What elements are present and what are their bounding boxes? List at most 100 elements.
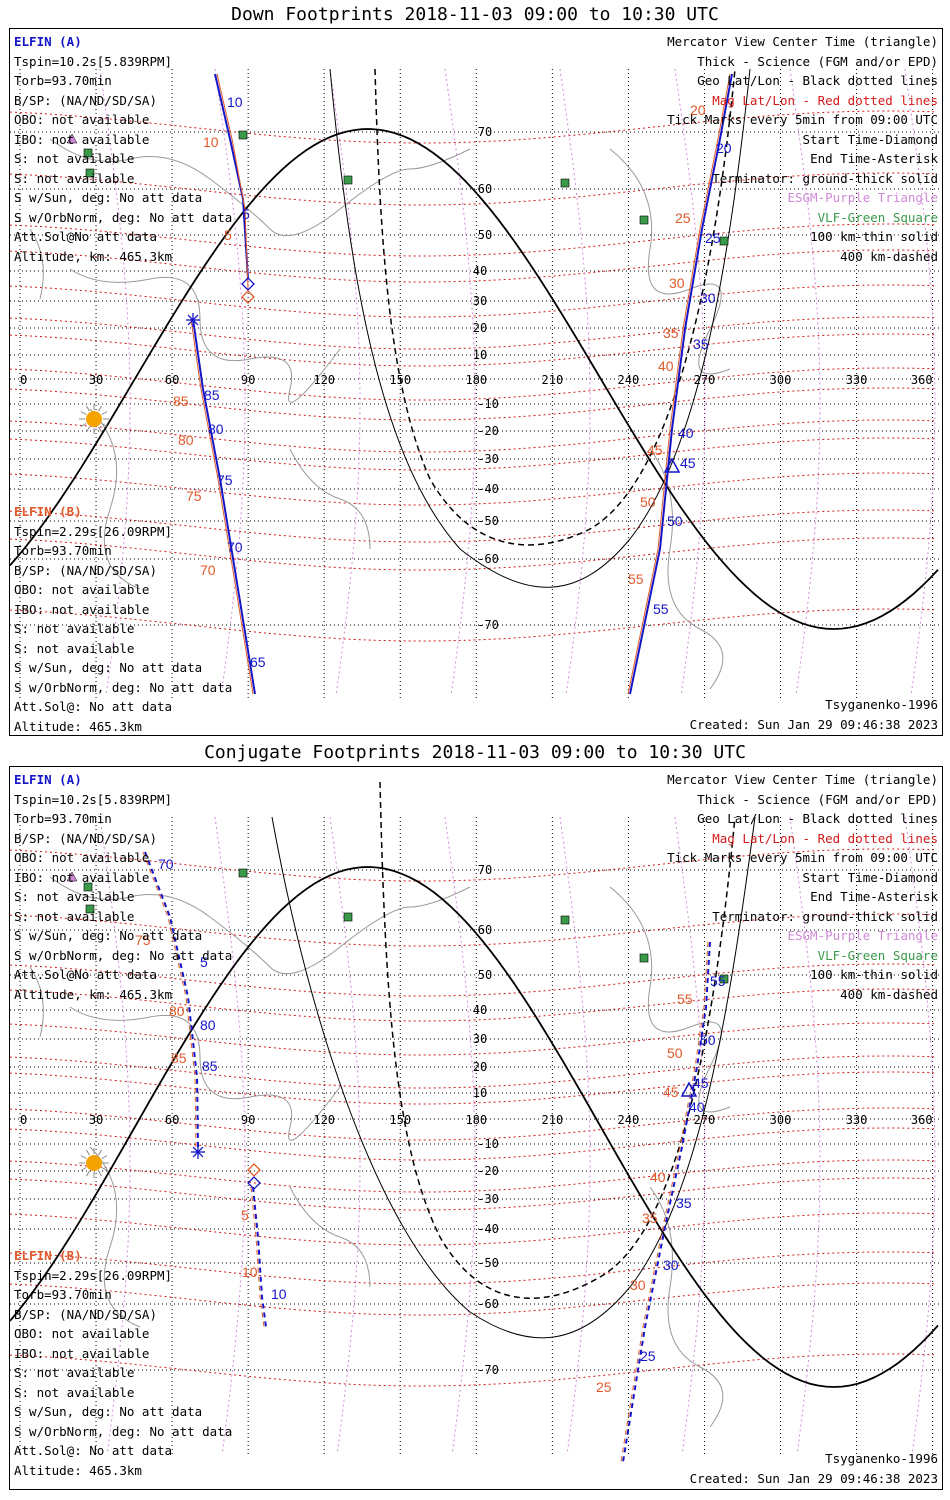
info-line: S: not available [14,151,135,166]
track-tick-label: 5 [241,1207,249,1223]
track-tick-label: 20 [690,102,706,118]
info-line: S: not available [14,170,135,186]
lat-label: 40 [473,1003,487,1017]
elfin-a-track-3 [622,941,711,1463]
info-line: B/SP: (NA/ND/SD/SA) [14,830,157,846]
mag-lat-line [10,419,935,453]
lon-label: 330 [846,1113,868,1127]
lat-label: -60 [477,1297,499,1311]
info-line: OBO: not available [14,1326,150,1341]
info-line: IBO: not available [14,1345,150,1361]
created-label: Created: Sun Jan 29 09:46:38 2023 [689,716,938,732]
info-line: Tspin=2.29s[26.09RPM] [14,1267,173,1283]
vlf-station-marker [85,168,95,178]
terminator-400km [379,781,736,1299]
info-line: OBO: not available [14,850,150,865]
track-tick-label: 40 [689,1099,705,1115]
info-line: S w/Sun, deg: No att data [14,190,203,205]
created-label: Created: Sun Jan 29 09:46:38 2023 [689,1470,938,1486]
lon-label: 60 [165,373,179,387]
elfin-a-track-3 [629,73,733,695]
track-tick-label: 30 [630,1277,646,1293]
mag-lon-line [214,816,246,1454]
end-time-asterisk [187,314,199,326]
lat-label: 10 [473,348,487,362]
lon-label: 30 [89,1113,103,1127]
lon-label: 210 [542,373,564,387]
lon-label: 240 [618,1113,640,1127]
elfin-b-header: ELFIN (B) [14,1248,82,1263]
esgm-marker [66,871,78,882]
info-line: IBO: not available [14,131,150,147]
track-tick-label: 5 [242,206,250,222]
track-tick-label: 50 [700,1032,716,1048]
track-tick-label: 55 [677,991,693,1007]
info-line: S w/Sun, deg: No att data [14,660,203,675]
info-line: Att.Sol@: No att data [14,699,173,714]
sun-icon [86,1155,102,1171]
mag-lon-line [559,68,591,694]
start-time-diamond [241,277,255,291]
panel-title-conjugate: Conjugate Footprints 2018-11-03 09:00 to… [204,742,746,763]
legend-line: 400 km-dashed [840,986,938,1002]
info-line: B/SP: (NA/ND/SD/SA) [14,562,157,578]
lon-label: 0 [20,1113,27,1127]
track-tick-label: 25 [640,1348,656,1364]
lon-label: 150 [389,1113,411,1127]
start-time-diamond [247,1176,261,1190]
lat-label: -40 [477,1222,499,1236]
sun-ray [98,1149,102,1156]
sun-ray [80,411,87,415]
info-line: S w/OrbNorm, deg: No att data [14,679,233,695]
mag-lon-line [559,816,591,1454]
track-tick-label: 10 [227,94,243,110]
sun-ray [101,423,108,427]
lat-label: -10 [477,1137,499,1151]
lon-label: 180 [465,1113,487,1127]
info-line: Torb=93.70min [14,811,112,826]
legend-line: 400 km-dashed [840,248,938,264]
lat-label: 50 [478,968,492,982]
lon-label: 360 [911,373,933,387]
track-tick-label: 20 [716,140,732,156]
track-tick-label: 50 [667,1045,683,1061]
info-line: Att.Sol@No att data [14,967,157,982]
legend-line: Start Time-Diamond [802,869,938,885]
info-line: Altitude: 465.3km [14,1462,142,1478]
coastline [649,1186,724,1428]
info-line: Tspin=10.2s[5.839RPM] [14,791,173,807]
track-tick-label: 35 [642,1210,658,1226]
track-tick-label: 85 [202,1058,218,1074]
start-time-diamond [241,290,255,304]
legend-conjugate: Mercator View Center Time (triangle) Thi… [667,770,938,1004]
lat-label: -30 [477,452,499,466]
legend-line: Mercator View Center Time (triangle) [667,772,938,787]
sun-ray [80,423,87,427]
track-tick-label: 80 [178,432,194,448]
legend-line: Mag Lat/Lon - Red dotted lines [712,92,938,108]
elfin-a-header: ELFIN (A) [14,772,82,787]
sun-ray [98,1170,102,1177]
legend-line: End Time-Asterisk [810,151,938,166]
end-time-asterisk [192,1146,204,1158]
mag-lon-line [444,816,476,1454]
info-line: IBO: not available [14,869,150,885]
lat-label: 20 [473,321,487,335]
lon-label: 270 [694,373,716,387]
legend-line: Geo Lat/Lon - Black dotted lines [697,811,938,826]
mag-lat-line [10,387,935,421]
lat-label: -70 [477,618,499,632]
info-line: Torb=93.70min [14,73,112,88]
elfin-a-info-conjugate: ELFIN (A) Tspin=10.2s[5.839RPM] Torb=93.… [14,770,232,1004]
lat-label: 60 [478,182,492,196]
track-tick-label: 35 [676,1195,692,1211]
lon-label: 0 [20,373,27,387]
terminator-100km [329,68,751,588]
info-line: B/SP: (NA/ND/SD/SA) [14,1306,157,1322]
track-tick-label: 50 [667,513,683,529]
map-canvas-conjugate: 0 30 60 90 120 150 180 210 240 270 300 330 360 70 60 50… [10,781,942,1463]
sun-ray [86,1170,90,1177]
legend-line: Thick - Science (FGM and/or EPD) [697,791,938,807]
sun-ray [101,411,108,415]
mag-lat-line [10,1212,935,1246]
